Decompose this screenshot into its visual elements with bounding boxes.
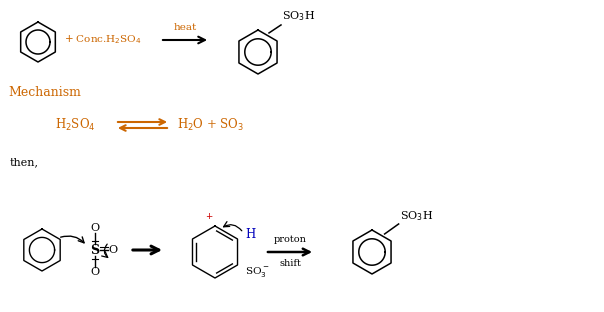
Text: H$_2$O + SO$_3$: H$_2$O + SO$_3$ xyxy=(177,117,244,133)
Text: SO$_3$H: SO$_3$H xyxy=(400,209,433,223)
Text: then,: then, xyxy=(10,157,39,167)
Text: $^+$: $^+$ xyxy=(204,212,214,226)
Text: S: S xyxy=(91,243,100,256)
Text: SO$_3^-$: SO$_3^-$ xyxy=(245,265,269,279)
Text: H$_2$SO$_4$: H$_2$SO$_4$ xyxy=(55,117,95,133)
Text: O: O xyxy=(109,245,118,255)
Text: Mechanism: Mechanism xyxy=(8,85,81,99)
Text: heat: heat xyxy=(173,23,197,32)
Text: O: O xyxy=(91,267,100,277)
Text: $+$ Conc.H$_2$SO$_4$: $+$ Conc.H$_2$SO$_4$ xyxy=(64,34,142,46)
Text: H: H xyxy=(245,228,255,241)
Text: proton: proton xyxy=(274,235,306,243)
Text: shift: shift xyxy=(279,259,301,267)
Text: O: O xyxy=(91,223,100,233)
Text: SO$_3$H: SO$_3$H xyxy=(282,9,315,23)
